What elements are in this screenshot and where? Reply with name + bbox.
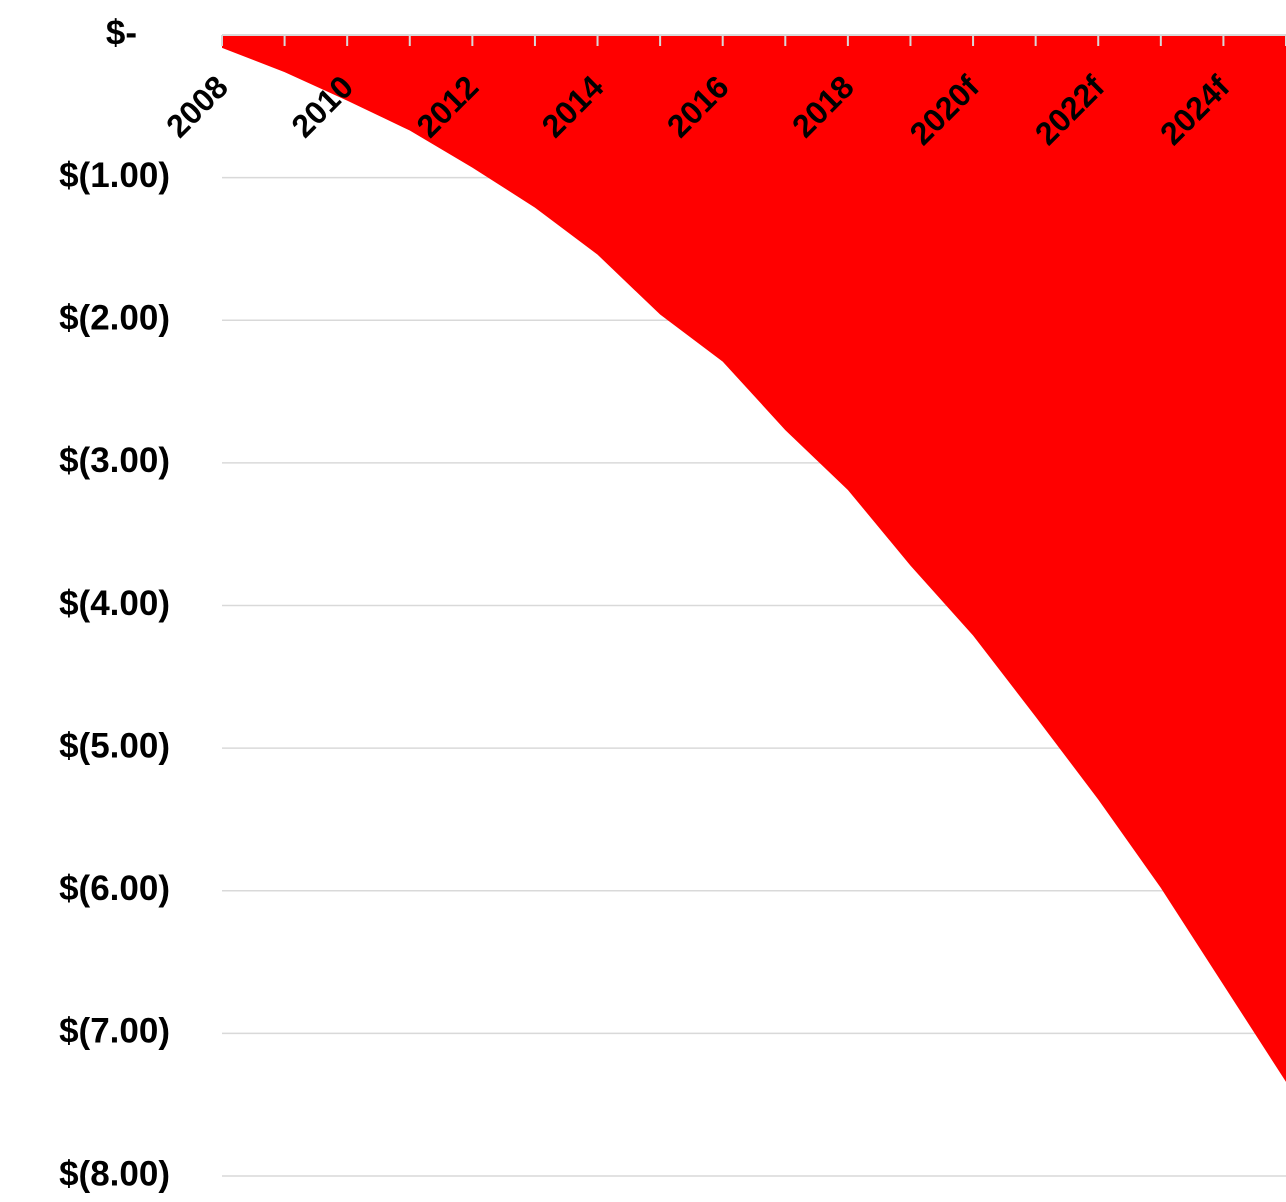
area [222, 35, 1286, 1082]
x-tick-label: 2008 [159, 68, 235, 144]
y-tick-label: $- [106, 13, 137, 52]
y-tick-label: $(7.00) [59, 1012, 170, 1051]
y-tick-label: $(6.00) [59, 869, 170, 908]
y-tick-label: $(4.00) [59, 584, 170, 623]
y-tick-label: $(5.00) [59, 726, 170, 765]
y-tick-label: $(1.00) [59, 156, 170, 195]
y-tick-label: $(8.00) [59, 1154, 170, 1193]
y-tick-label: $(3.00) [59, 441, 170, 480]
y-tick-label: $(2.00) [59, 299, 170, 338]
